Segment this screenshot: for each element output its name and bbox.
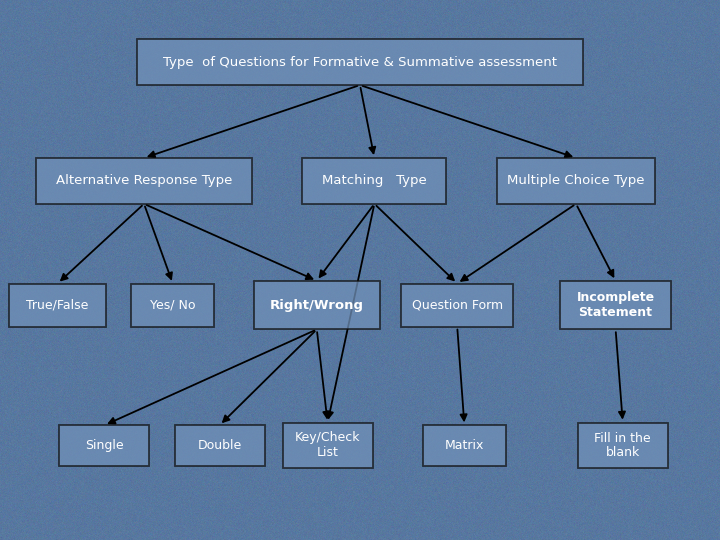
Text: Single: Single [85, 439, 124, 452]
Text: Incomplete
Statement: Incomplete Statement [577, 291, 654, 319]
Text: Double: Double [197, 439, 242, 452]
Text: Question Form: Question Form [412, 299, 503, 312]
FancyBboxPatch shape [174, 426, 265, 465]
FancyBboxPatch shape [283, 422, 373, 469]
FancyBboxPatch shape [132, 284, 215, 327]
Text: Type  of Questions for Formative & Summative assessment: Type of Questions for Formative & Summat… [163, 56, 557, 69]
Text: Matching   Type: Matching Type [322, 174, 427, 187]
Text: Fill in the
blank: Fill in the blank [595, 431, 651, 460]
Text: True/False: True/False [27, 299, 89, 312]
FancyBboxPatch shape [577, 422, 668, 469]
FancyBboxPatch shape [254, 281, 380, 329]
Text: Alternative Response Type: Alternative Response Type [56, 174, 232, 187]
Text: Right/Wrong: Right/Wrong [270, 299, 364, 312]
Text: Matrix: Matrix [445, 439, 484, 452]
FancyBboxPatch shape [302, 158, 446, 204]
FancyBboxPatch shape [9, 284, 107, 327]
FancyBboxPatch shape [423, 426, 505, 465]
FancyBboxPatch shape [59, 426, 150, 465]
FancyBboxPatch shape [36, 158, 252, 204]
FancyBboxPatch shape [402, 284, 513, 327]
Text: Yes/ No: Yes/ No [150, 299, 196, 312]
FancyBboxPatch shape [137, 39, 583, 85]
FancyBboxPatch shape [560, 281, 671, 329]
Text: Multiple Choice Type: Multiple Choice Type [508, 174, 644, 187]
FancyBboxPatch shape [497, 158, 655, 204]
Text: Key/Check
List: Key/Check List [295, 431, 360, 460]
